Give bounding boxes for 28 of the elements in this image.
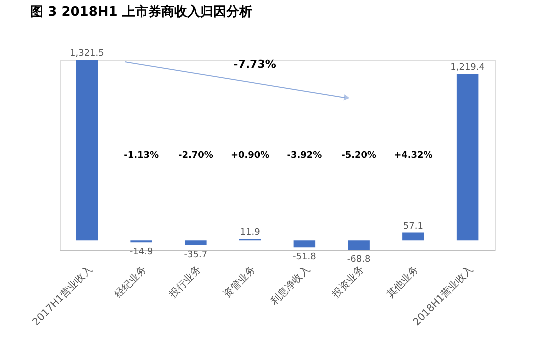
annotation: -7.73% [234, 58, 276, 71]
x-tick-label: 利息净收入 [268, 264, 312, 308]
x-tick-label: 经纪业务 [112, 264, 150, 301]
data-label: 57.1 [403, 222, 424, 232]
data-label: -51.8 [293, 252, 317, 263]
x-tick-label: 其他业务 [384, 264, 422, 301]
bar [348, 240, 370, 250]
annotation: +4.32% [394, 151, 433, 161]
x-tick-label: 投行业务 [166, 264, 204, 302]
annotation: +0.90% [230, 151, 270, 161]
bar [402, 232, 424, 241]
data-label: 11.9 [240, 228, 261, 238]
bar [294, 240, 316, 248]
annotation: -1.13% [124, 151, 160, 161]
chart-title: 图 3 2018H1 上市券商收入归因分析 [30, 4, 252, 20]
bar [76, 60, 98, 241]
annotation: -2.70% [178, 151, 214, 161]
bar [456, 74, 479, 241]
annotation: -5.20% [342, 151, 377, 161]
bar [185, 240, 207, 246]
data-label: 1,219.4 [450, 62, 486, 73]
data-label: -14.9 [130, 248, 154, 258]
x-tick-label: 资管业务 [221, 264, 258, 301]
x-tick-label: 投资业务 [329, 264, 367, 302]
data-label: -35.7 [184, 250, 208, 260]
data-label: -68.8 [347, 255, 371, 265]
annotation: -3.92% [287, 151, 322, 161]
data-label: 1,321.5 [70, 49, 104, 59]
